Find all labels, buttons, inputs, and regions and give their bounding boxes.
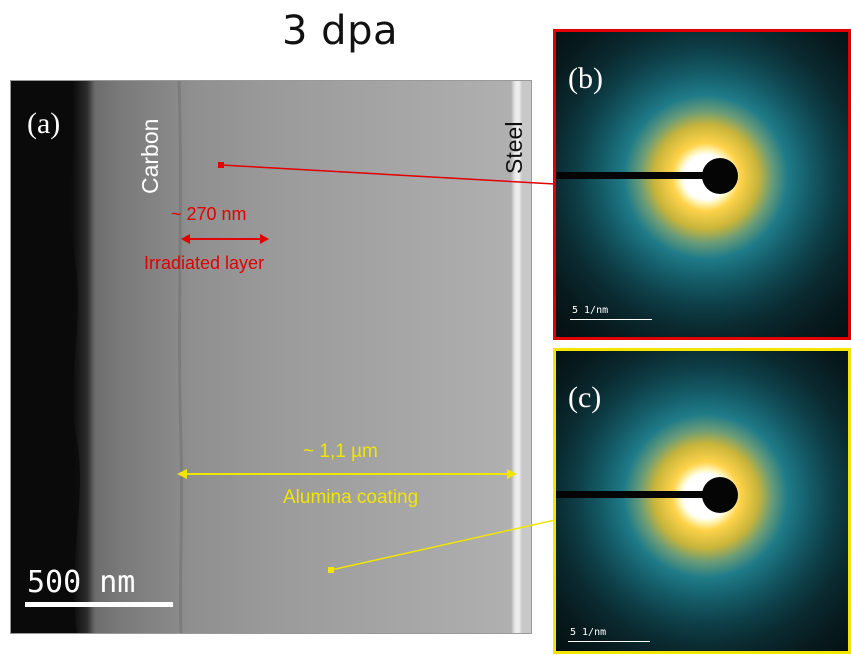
irradiated-thickness-label: ~ 270 nm	[171, 204, 247, 224]
beam-stop-disk-b	[702, 158, 738, 194]
connector-line-b	[220, 164, 556, 185]
connector-line-c	[330, 519, 556, 571]
beam-stop-disk-c	[702, 477, 738, 513]
figure-title: 3 dpa	[282, 8, 398, 54]
alumina-coating-label: Alumina coating	[283, 487, 419, 508]
tem-image-panel: (a) Carbon Steel ~ 270 nm Irradiated lay…	[10, 80, 532, 634]
scale-bar	[25, 602, 173, 607]
panel-c-label: (c)	[568, 381, 602, 414]
coating-arrow	[177, 469, 517, 479]
irradiated-layer-label: Irradiated layer	[144, 253, 265, 273]
carbon-edge-shading	[11, 81, 184, 633]
panel-b-label: (b)	[568, 62, 603, 95]
scale-label-b: 5 1/nm	[572, 305, 609, 316]
selected-area-marker-c	[328, 567, 334, 573]
scale-bar-b	[570, 319, 652, 320]
diffraction-pattern-c: (c) 5 1/nm	[553, 348, 851, 654]
beam-stop-b	[556, 172, 706, 179]
beam-stop-c	[556, 491, 706, 498]
scale-bar-label: 500 nm	[27, 565, 136, 600]
diffraction-pattern-b: (b) 5 1/nm	[553, 29, 851, 340]
selected-area-marker-b	[218, 162, 224, 168]
coating-thickness-label: ~ 1,1 µm	[303, 441, 378, 462]
scale-label-c: 5 1/nm	[570, 627, 607, 638]
irradiated-arrow	[181, 234, 269, 244]
panel-a-label: (a)	[27, 107, 61, 140]
scale-bar-c	[568, 641, 650, 642]
